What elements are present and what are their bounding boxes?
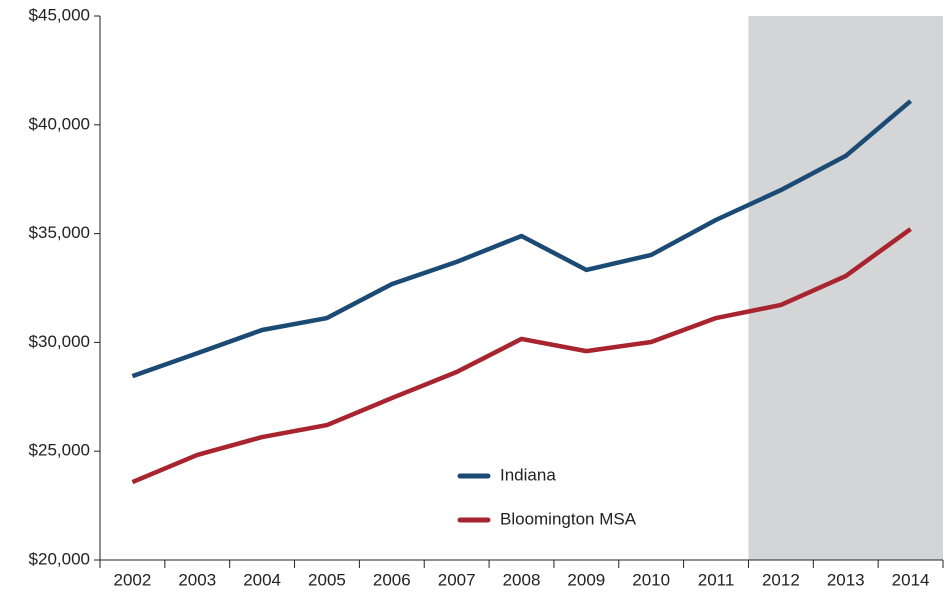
legend-label: Indiana [500,465,556,484]
x-tick-label: 2002 [114,570,152,589]
x-tick-label: 2014 [892,570,930,589]
x-tick-label: 2010 [632,570,670,589]
legend-label: Bloomington MSA [500,509,637,528]
x-tick-label: 2009 [567,570,605,589]
x-tick-label: 2006 [373,570,411,589]
x-tick-label: 2008 [503,570,541,589]
y-tick-label: $25,000 [29,441,90,460]
series-line [131,99,913,379]
x-tick-label: 2004 [243,570,281,589]
y-tick-label: $40,000 [29,114,90,133]
y-tick-label: $20,000 [29,549,90,568]
y-tick-label: $30,000 [29,332,90,351]
y-tick-label: $45,000 [29,5,90,24]
series-line [131,227,912,485]
x-tick-label: 2011 [698,570,735,589]
x-tick-label: 2013 [827,570,865,589]
highlight-region [748,16,943,560]
x-tick-label: 2003 [178,570,216,589]
y-tick-label: $35,000 [29,223,90,242]
x-tick-label: 2005 [308,570,346,589]
x-tick-label: 2012 [762,570,800,589]
x-tick-label: 2007 [438,570,476,589]
